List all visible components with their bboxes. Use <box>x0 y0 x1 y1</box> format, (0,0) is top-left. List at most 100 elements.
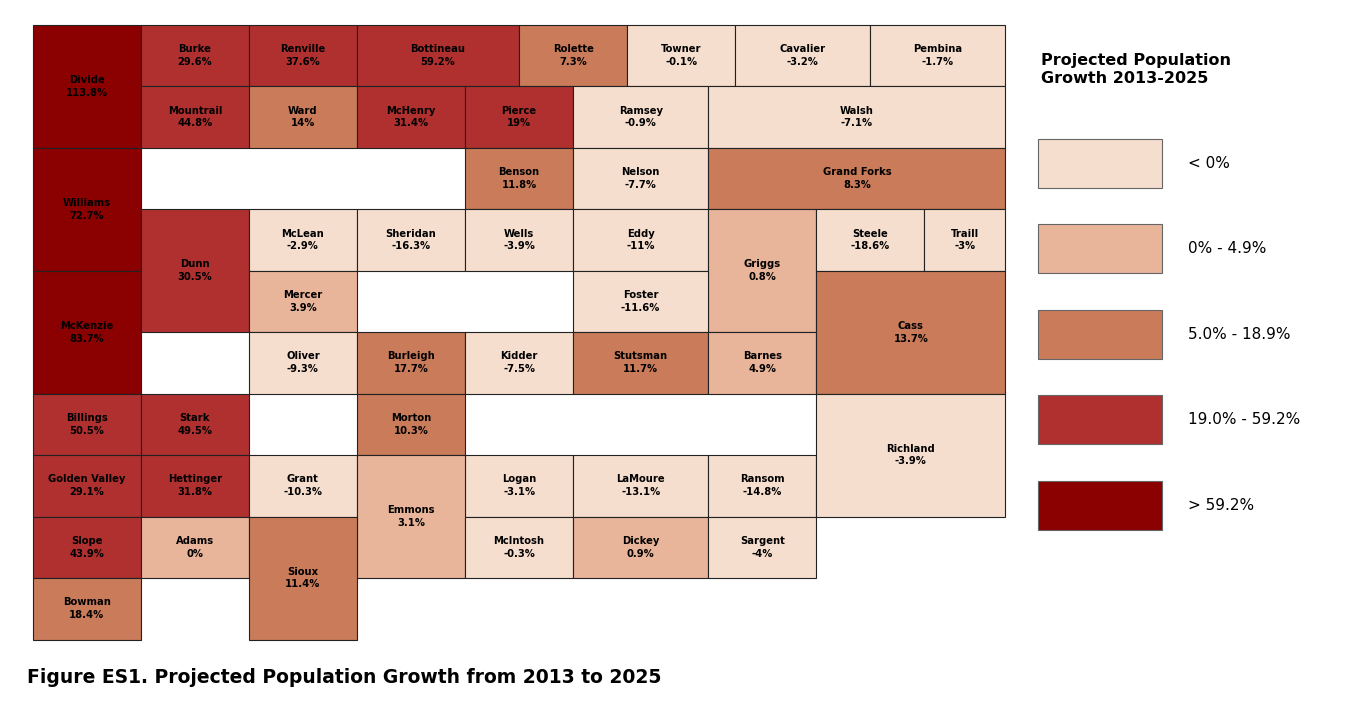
Bar <box>249 516 357 640</box>
Text: LaMoure
-13.1%: LaMoure -13.1% <box>616 474 665 497</box>
Bar <box>249 332 357 393</box>
Text: Foster
-11.6%: Foster -11.6% <box>622 290 660 313</box>
Bar <box>249 25 357 86</box>
Text: Stark
49.5%: Stark 49.5% <box>178 413 212 436</box>
Bar <box>33 578 141 640</box>
Bar <box>870 25 1005 86</box>
Text: Grant
-10.3%: Grant -10.3% <box>283 474 322 497</box>
Text: Cass
13.7%: Cass 13.7% <box>893 321 929 344</box>
Text: Rolette
7.3%: Rolette 7.3% <box>553 44 594 67</box>
Text: Mercer
3.9%: Mercer 3.9% <box>283 290 322 313</box>
Bar <box>357 393 464 455</box>
Bar <box>249 86 357 148</box>
Bar <box>574 332 708 393</box>
Text: Bowman
18.4%: Bowman 18.4% <box>63 597 111 620</box>
Text: Ransom
-14.8%: Ransom -14.8% <box>740 474 784 497</box>
Text: Adams
0%: Adams 0% <box>176 536 214 559</box>
Bar <box>925 209 1005 271</box>
Bar <box>817 393 1005 516</box>
Text: Slope
43.9%: Slope 43.9% <box>70 536 104 559</box>
Text: Steele
-18.6%: Steele -18.6% <box>851 228 891 251</box>
Bar <box>141 516 249 578</box>
Bar <box>141 25 249 86</box>
Bar <box>574 455 708 516</box>
Bar <box>33 25 141 148</box>
Text: Sheridan
-16.3%: Sheridan -16.3% <box>385 228 436 251</box>
Text: Pierce
19%: Pierce 19% <box>501 105 537 129</box>
Bar <box>33 271 141 393</box>
Bar <box>249 209 357 271</box>
Text: Benson
11.8%: Benson 11.8% <box>499 167 540 190</box>
Bar <box>817 271 1005 393</box>
Bar <box>574 516 708 578</box>
Text: Dunn
30.5%: Dunn 30.5% <box>178 259 212 282</box>
FancyBboxPatch shape <box>1038 395 1162 444</box>
Bar <box>464 148 574 209</box>
Text: Walsh
-7.1%: Walsh -7.1% <box>840 105 874 129</box>
Bar <box>33 148 141 271</box>
Text: Nelson
-7.7%: Nelson -7.7% <box>622 167 660 190</box>
Bar <box>33 516 141 578</box>
Text: Emmons
3.1%: Emmons 3.1% <box>387 505 434 528</box>
Bar <box>33 393 141 455</box>
Bar <box>708 516 817 578</box>
Text: Billings
50.5%: Billings 50.5% <box>66 413 108 436</box>
Text: 0% - 4.9%: 0% - 4.9% <box>1188 241 1266 256</box>
FancyBboxPatch shape <box>1038 310 1162 359</box>
Bar <box>357 332 464 393</box>
Text: Burke
29.6%: Burke 29.6% <box>178 44 212 67</box>
Bar <box>574 271 708 332</box>
Text: Pembina
-1.7%: Pembina -1.7% <box>914 44 963 67</box>
Text: Richland
-3.9%: Richland -3.9% <box>887 444 936 466</box>
Text: < 0%: < 0% <box>1188 156 1231 170</box>
Bar <box>464 332 574 393</box>
Text: Barnes
4.9%: Barnes 4.9% <box>743 352 781 374</box>
Text: Griggs
0.8%: Griggs 0.8% <box>743 259 781 282</box>
Bar <box>708 148 1005 209</box>
Bar <box>574 86 708 148</box>
Text: Towner
-0.1%: Towner -0.1% <box>661 44 702 67</box>
Text: McKenzie
83.7%: McKenzie 83.7% <box>60 321 113 344</box>
Text: McHenry
31.4%: McHenry 31.4% <box>387 105 436 129</box>
Text: Bottineau
59.2%: Bottineau 59.2% <box>411 44 466 67</box>
Text: Dickey
0.9%: Dickey 0.9% <box>622 536 660 559</box>
Text: Hettinger
31.8%: Hettinger 31.8% <box>168 474 221 497</box>
Bar <box>249 455 357 516</box>
Text: Williams
72.7%: Williams 72.7% <box>63 198 111 220</box>
Bar <box>627 25 735 86</box>
Bar <box>357 455 464 578</box>
Text: Wells
-3.9%: Wells -3.9% <box>503 228 535 251</box>
Bar <box>574 148 708 209</box>
Bar <box>574 209 708 271</box>
Bar <box>464 455 574 516</box>
Bar <box>357 86 464 148</box>
Text: > 59.2%: > 59.2% <box>1188 497 1254 513</box>
Bar <box>708 332 817 393</box>
Text: Renville
37.6%: Renville 37.6% <box>280 44 325 67</box>
Bar <box>708 209 817 332</box>
Text: Traill
-3%: Traill -3% <box>951 228 979 251</box>
FancyBboxPatch shape <box>1038 139 1162 188</box>
Bar <box>519 25 627 86</box>
Bar <box>464 516 574 578</box>
Text: Golden Valley
29.1%: Golden Valley 29.1% <box>48 474 126 497</box>
Text: Projected Population
Growth 2013-2025: Projected Population Growth 2013-2025 <box>1041 53 1231 86</box>
Text: 5.0% - 18.9%: 5.0% - 18.9% <box>1188 326 1291 342</box>
FancyBboxPatch shape <box>1038 481 1162 530</box>
Text: Cavalier
-3.2%: Cavalier -3.2% <box>780 44 826 67</box>
Text: Ward
14%: Ward 14% <box>288 105 318 129</box>
Bar <box>141 209 249 332</box>
Text: Sioux
11.4%: Sioux 11.4% <box>285 567 321 589</box>
Text: Sargent
-4%: Sargent -4% <box>740 536 784 559</box>
Text: McLean
-2.9%: McLean -2.9% <box>281 228 324 251</box>
Bar <box>708 86 1005 148</box>
Bar <box>141 393 249 455</box>
Bar <box>735 25 870 86</box>
FancyBboxPatch shape <box>1038 224 1162 273</box>
Text: Stutsman
11.7%: Stutsman 11.7% <box>613 352 668 374</box>
Bar <box>464 86 574 148</box>
Text: Mountrail
44.8%: Mountrail 44.8% <box>168 105 223 129</box>
Bar <box>249 271 357 332</box>
Bar <box>141 455 249 516</box>
Bar <box>357 25 519 86</box>
